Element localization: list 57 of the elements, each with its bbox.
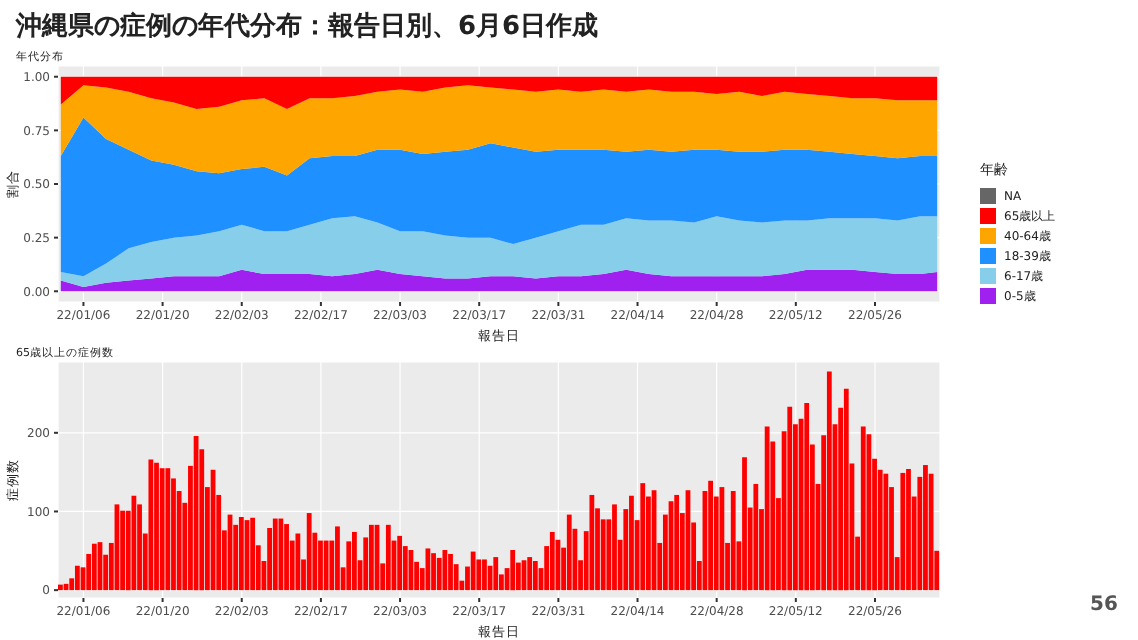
chart-title: 沖縄県の症例の年代分布：報告日別、6月6日作成 <box>16 9 599 44</box>
bar <box>510 550 516 591</box>
bar <box>165 468 171 591</box>
bar <box>843 388 849 591</box>
bar <box>323 540 329 591</box>
bar <box>470 551 476 591</box>
bar <box>860 426 866 591</box>
bar <box>368 524 374 591</box>
bar <box>900 472 906 591</box>
bar <box>154 462 159 591</box>
bar <box>923 465 928 591</box>
bar <box>532 561 538 591</box>
bar <box>272 518 278 591</box>
bar <box>448 553 453 591</box>
bar <box>493 557 499 591</box>
bar <box>58 584 63 591</box>
bar <box>238 516 244 591</box>
bar <box>589 494 595 591</box>
bar <box>566 514 572 591</box>
bar <box>708 480 713 591</box>
bar <box>527 557 533 591</box>
bar <box>674 494 680 591</box>
bar <box>159 468 165 591</box>
bar <box>436 557 442 591</box>
bar <box>267 527 272 591</box>
bar <box>742 457 747 591</box>
bar <box>612 504 617 591</box>
bar <box>74 565 80 591</box>
bar <box>306 513 312 591</box>
bar <box>549 531 555 591</box>
bar <box>883 473 889 591</box>
bar <box>826 371 832 591</box>
bar <box>318 540 323 591</box>
bar <box>730 491 736 591</box>
bar <box>91 543 97 591</box>
bar <box>137 504 142 591</box>
bar <box>352 531 357 591</box>
bar <box>397 535 403 591</box>
bar <box>442 550 448 591</box>
bar <box>431 553 436 591</box>
bar <box>120 510 125 591</box>
bar <box>629 495 634 591</box>
bar <box>250 517 256 591</box>
bar <box>335 526 340 591</box>
text: 56 <box>1090 594 1118 616</box>
bar <box>295 533 301 591</box>
bar <box>753 483 759 591</box>
bar <box>284 524 289 591</box>
bar <box>764 426 770 591</box>
bar <box>476 559 482 591</box>
bar <box>482 559 487 591</box>
bar <box>804 402 810 591</box>
bar <box>906 468 911 591</box>
bar <box>148 459 154 591</box>
bar <box>787 406 793 591</box>
bar <box>385 524 391 591</box>
bar <box>640 483 646 591</box>
